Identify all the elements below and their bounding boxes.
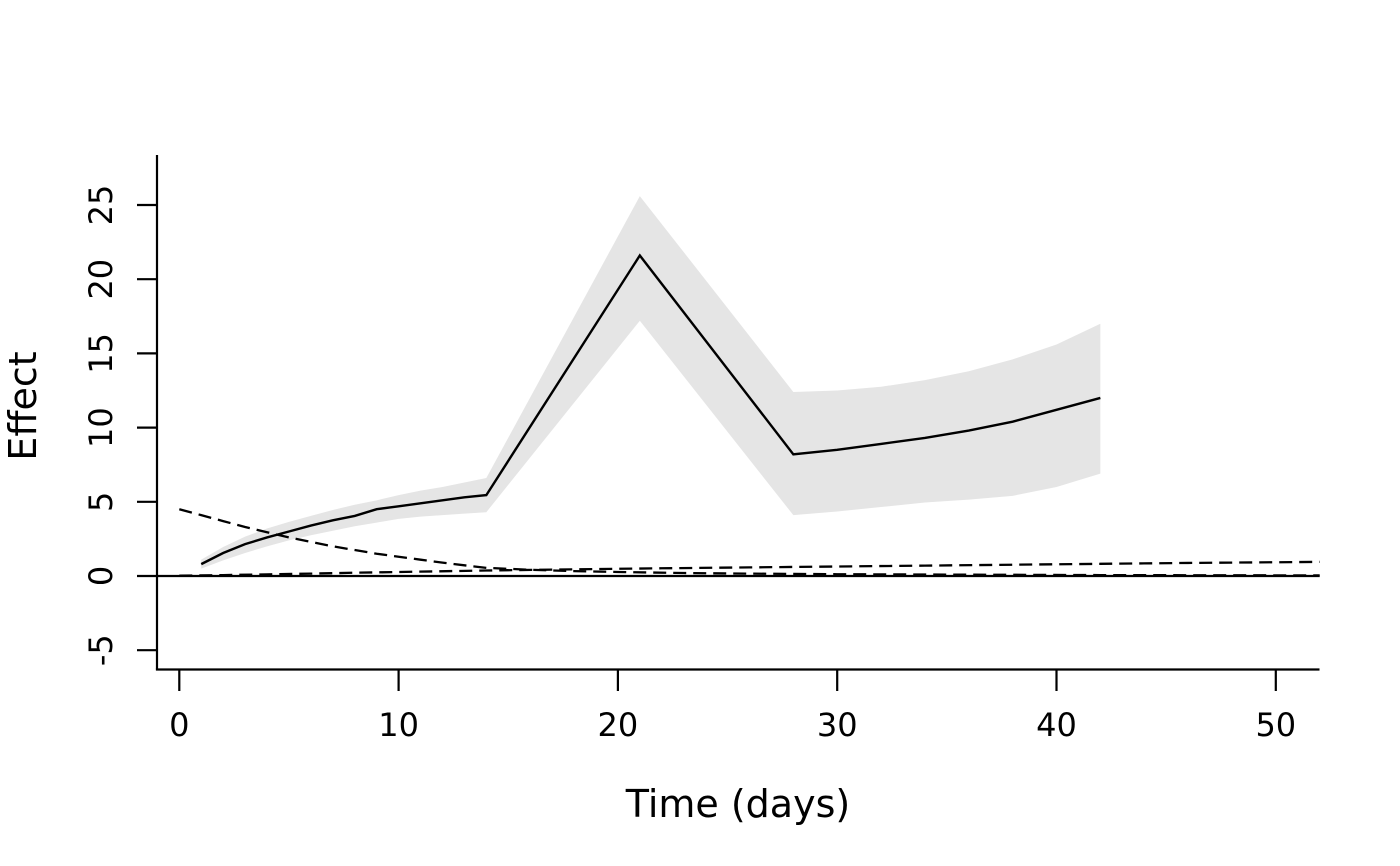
y-tick-label: 15 [82, 333, 120, 374]
effect-estimate-line [200, 253, 1101, 566]
confidence-band [201, 196, 1101, 569]
x-tick-label: 50 [1255, 706, 1296, 744]
x-tick-label: 0 [169, 706, 189, 744]
tick-label-layer: 0 10 20 30 40 50 -5 0 5 10 15 20 25 [82, 185, 1296, 744]
y-tick-label: 10 [82, 407, 120, 448]
x-tick-label: 20 [598, 706, 639, 744]
y-tick-label: 25 [82, 185, 120, 226]
y-tick-label: -5 [82, 634, 120, 666]
x-axis-title: Time (days) [625, 782, 850, 826]
axes-layer [137, 155, 1320, 691]
x-tick-label: 30 [817, 706, 858, 744]
y-tick-label: 5 [82, 492, 120, 512]
x-tick-label: 10 [378, 706, 419, 744]
rising-reference-dashed [179, 560, 1320, 577]
y-tick-label: 0 [82, 566, 120, 586]
series-layer [157, 253, 1320, 578]
y-axis-title: Effect [1, 351, 45, 460]
y-tick-label: 20 [82, 259, 120, 300]
band-layer [201, 196, 1101, 569]
x-tick-label: 40 [1036, 706, 1077, 744]
